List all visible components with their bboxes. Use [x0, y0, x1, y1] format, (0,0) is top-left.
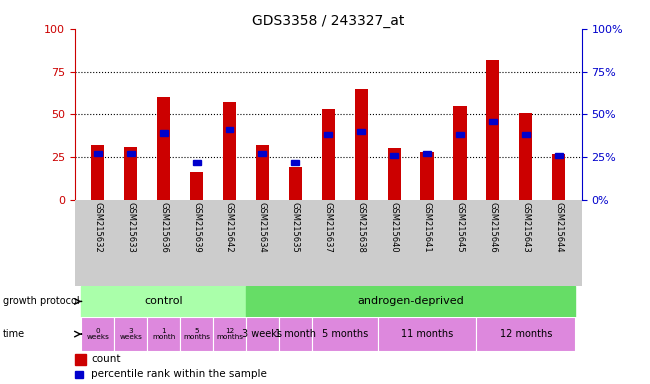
Text: 12 months: 12 months [500, 329, 552, 339]
Bar [456, 132, 464, 137]
Bar [554, 153, 563, 158]
Text: growth protocol: growth protocol [3, 296, 80, 306]
Bar [127, 151, 135, 156]
Bar [91, 145, 105, 200]
Title: GDS3358 / 243327_at: GDS3358 / 243327_at [252, 14, 404, 28]
Text: 12
months: 12 months [216, 328, 243, 340]
Text: 5 months: 5 months [322, 329, 368, 339]
Bar [390, 153, 398, 158]
Bar [453, 106, 467, 200]
Text: control: control [144, 296, 183, 306]
Bar [289, 167, 302, 200]
Bar [124, 147, 137, 200]
Bar [421, 152, 434, 200]
Text: GSM215644: GSM215644 [554, 202, 563, 253]
Text: GSM215637: GSM215637 [324, 202, 333, 253]
Text: GSM215639: GSM215639 [192, 202, 201, 253]
Bar [256, 145, 269, 200]
Text: GSM215632: GSM215632 [94, 202, 102, 253]
Bar [157, 97, 170, 200]
Bar [147, 317, 180, 351]
Text: GSM215641: GSM215641 [422, 202, 432, 253]
Bar [489, 119, 497, 124]
Text: GSM215634: GSM215634 [258, 202, 267, 253]
Text: GSM215646: GSM215646 [488, 202, 497, 253]
Text: GSM215633: GSM215633 [126, 202, 135, 253]
Text: androgen-deprived: androgen-deprived [358, 296, 464, 306]
Bar [486, 60, 499, 200]
Bar [94, 151, 102, 156]
Bar [324, 132, 332, 137]
Text: 5
months: 5 months [183, 328, 210, 340]
Bar [423, 151, 431, 156]
Text: GSM215640: GSM215640 [389, 202, 398, 253]
Bar [246, 317, 279, 351]
Bar [552, 154, 566, 200]
Bar [223, 102, 236, 200]
Text: 0
weeks: 0 weeks [86, 328, 109, 340]
Text: time: time [3, 329, 25, 339]
Bar [190, 172, 203, 200]
Bar [160, 131, 168, 136]
Bar [246, 286, 575, 317]
Bar [291, 159, 299, 165]
Bar [519, 113, 532, 200]
Text: GSM215638: GSM215638 [357, 202, 366, 253]
Bar [358, 129, 365, 134]
Bar [279, 317, 312, 351]
Bar [114, 317, 147, 351]
Text: count: count [91, 354, 120, 364]
Text: GSM215635: GSM215635 [291, 202, 300, 253]
Text: GSM215643: GSM215643 [521, 202, 530, 253]
Bar [522, 132, 530, 137]
Text: GSM215645: GSM215645 [456, 202, 465, 253]
Text: 11 months: 11 months [401, 329, 453, 339]
Bar [476, 317, 575, 351]
Bar [213, 317, 246, 351]
Text: GSM215636: GSM215636 [159, 202, 168, 253]
Text: GSM215642: GSM215642 [225, 202, 234, 253]
Bar [180, 317, 213, 351]
Bar [378, 317, 476, 351]
Text: 1 month: 1 month [275, 329, 316, 339]
Bar [312, 317, 378, 351]
Bar [355, 89, 368, 200]
Bar [387, 149, 400, 200]
Bar [322, 109, 335, 200]
Bar [192, 159, 200, 165]
Bar [259, 151, 266, 156]
Bar [226, 127, 233, 132]
Text: 3
weeks: 3 weeks [120, 328, 142, 340]
Text: 1
month: 1 month [152, 328, 176, 340]
Bar [81, 317, 114, 351]
Text: percentile rank within the sample: percentile rank within the sample [91, 369, 267, 379]
Text: 3 weeks: 3 weeks [242, 329, 282, 339]
Bar [81, 286, 246, 317]
